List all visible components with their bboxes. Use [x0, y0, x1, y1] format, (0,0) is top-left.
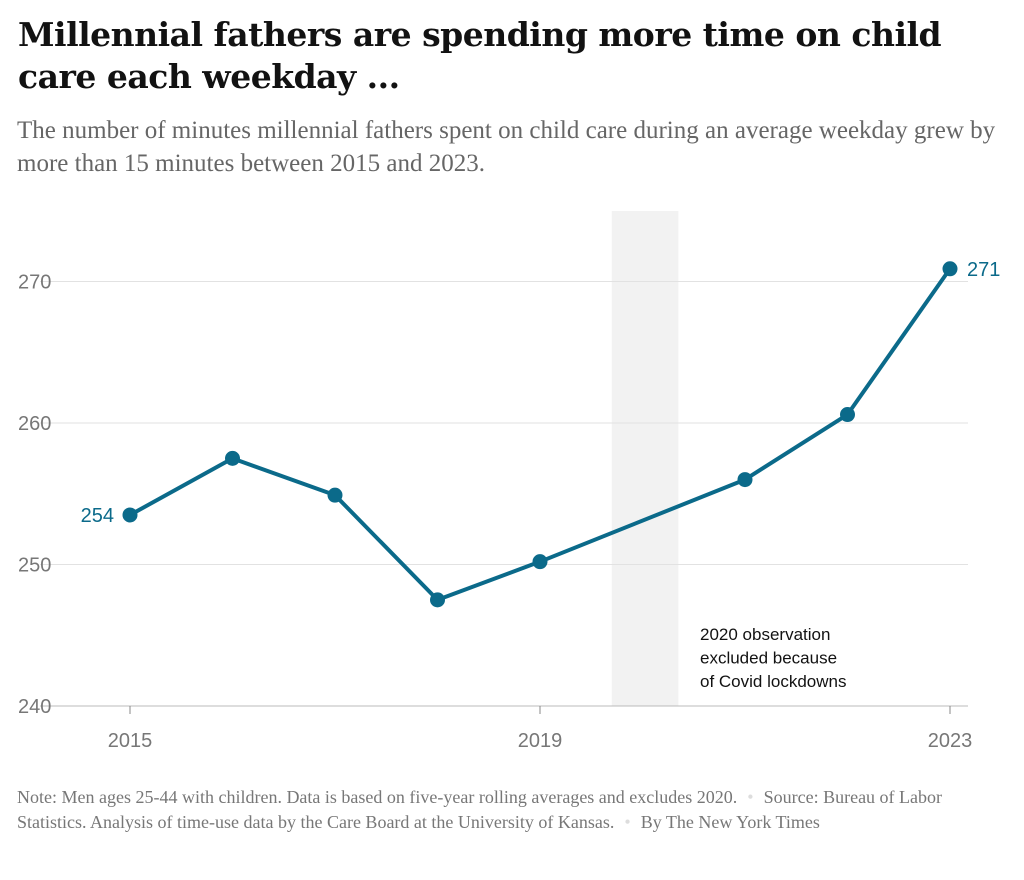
y-tick-label: 250	[18, 555, 51, 577]
excluded-2020-band	[611, 211, 679, 706]
data-point	[122, 507, 138, 523]
x-tick-label: 2015	[108, 730, 153, 752]
data-point	[532, 554, 548, 570]
footer-source: Source: Bureau of Labor Statistics. Anal…	[17, 787, 943, 832]
data-point	[942, 261, 958, 277]
footer-note: Note: Men ages 25-44 with children. Data…	[17, 787, 738, 807]
data-point	[430, 592, 445, 608]
series-line	[129, 267, 952, 602]
y-tick-label: 270	[18, 272, 51, 294]
y-tick-label: 260	[18, 413, 51, 435]
y-tick-label: 240	[18, 696, 51, 718]
separator-dot: •	[747, 787, 754, 807]
annotation-text: of Covid lockdowns	[700, 672, 846, 691]
annotation-text: 2020 observation	[700, 625, 830, 644]
separator-dot: •	[624, 812, 631, 832]
footer-byline: By The New York Times	[640, 812, 820, 832]
data-point	[840, 407, 855, 423]
x-tick-label: 2023	[928, 730, 973, 752]
annotation-text: excluded because	[700, 649, 837, 668]
data-label: 254	[81, 505, 114, 527]
line-chart: 240 250 260 270 2015 2019 2023 2020 observation…	[18, 211, 1000, 752]
x-tick-label: 2019	[518, 730, 563, 752]
footer: Note: Men ages 25-44 with children. Data…	[17, 785, 1007, 835]
chart-title: Millennial fathers are spending more tim…	[18, 15, 942, 96]
data-point	[737, 472, 753, 488]
data-point	[327, 487, 343, 503]
chart-subtitle: The number of minutes millennial fathers…	[17, 117, 996, 177]
data-point	[225, 450, 240, 466]
data-label: 271	[967, 259, 1000, 281]
